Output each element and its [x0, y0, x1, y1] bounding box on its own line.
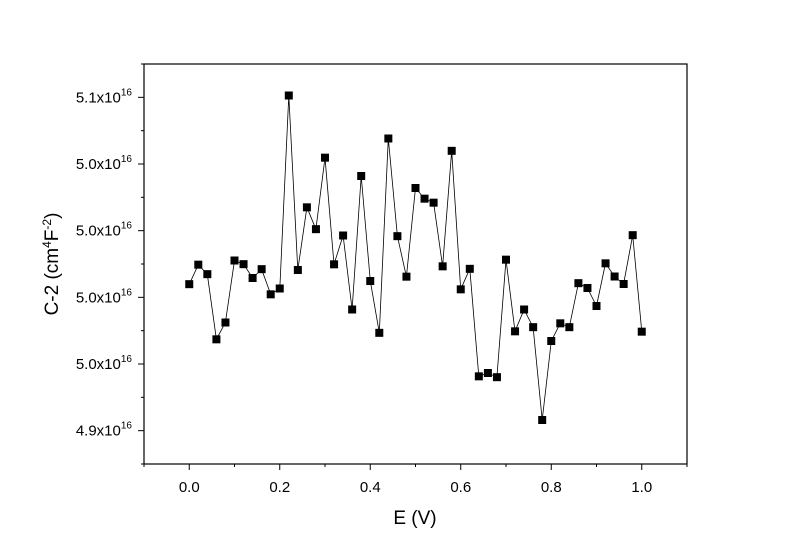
data-point: [221, 318, 230, 327]
x-tick-label: 0.2: [269, 479, 290, 496]
data-point: [538, 416, 547, 424]
data-point: [547, 337, 556, 345]
data-point: [311, 225, 320, 234]
y-tick-label: 5.0x1016: [76, 154, 133, 173]
data-point: [474, 372, 483, 381]
y-tick-label: 5.1x1016: [76, 87, 133, 106]
data-point: [212, 335, 221, 344]
data-point: [293, 266, 302, 274]
data-point: [438, 262, 447, 271]
x-axis-ticks: [143, 464, 688, 470]
x-tick-label: 1.0: [631, 479, 652, 496]
data-point: [447, 146, 456, 155]
data-point: [492, 373, 501, 382]
data-point: [330, 260, 339, 269]
data-point: [402, 272, 411, 281]
y-axis-label-end: ): [42, 213, 63, 219]
data-point: [348, 305, 357, 314]
data-point: [230, 256, 239, 265]
data-point: [321, 153, 329, 162]
x-axis-tick-labels: 0.0 0.2 0.4 0.6 0.8 1.0: [179, 479, 652, 496]
data-point: [194, 260, 203, 269]
x-tick-label: 0.0: [179, 479, 200, 496]
data-point: [411, 184, 420, 192]
data-point: [339, 231, 348, 240]
data-point: [610, 272, 619, 281]
y-tick-label: 5.0x1016: [76, 221, 133, 240]
x-tick-label: 0.4: [360, 479, 381, 496]
y-axis-label-sup2: -2: [40, 219, 54, 230]
data-point: [420, 194, 429, 203]
data-point: [384, 134, 393, 143]
data-point: [483, 369, 492, 377]
data-point: [574, 279, 583, 288]
data-point: [456, 285, 465, 294]
data-point: [203, 270, 212, 279]
data-point: [357, 172, 366, 180]
data-markers: [185, 91, 646, 424]
data-point: [375, 328, 384, 337]
data-point: [628, 231, 637, 240]
data-point: [366, 277, 375, 285]
y-axis-label-mid: F: [42, 230, 63, 242]
x-tick-label: 0.6: [450, 479, 471, 496]
y-tick-label: 4.9x1016: [76, 421, 133, 440]
data-point: [248, 274, 257, 282]
y-tick-label: 5.0x1016: [76, 354, 133, 373]
data-point: [502, 255, 510, 264]
data-point: [565, 323, 574, 332]
data-point: [592, 302, 601, 310]
data-point: [185, 280, 194, 289]
data-point: [429, 198, 438, 207]
x-tick-label: 0.8: [541, 479, 562, 496]
data-point: [257, 265, 266, 274]
series-line: [188, 95, 643, 421]
data-point: [619, 280, 628, 288]
data-point: [637, 327, 646, 336]
data-point: [529, 323, 538, 332]
data-point: [275, 284, 284, 293]
y-tick-label: 5.0x1016: [76, 287, 133, 306]
data-point: [266, 290, 275, 299]
data-point: [302, 203, 311, 212]
y-axis-tick-labels: 4.9x1016 5.0x1016 5.0x1016 5.0x1016 5.0x1016…: [76, 87, 133, 439]
data-point: [556, 319, 565, 328]
data-point: [511, 327, 520, 336]
data-point: [393, 232, 402, 241]
data-point: [239, 260, 248, 269]
x-axis-label: E (V): [393, 508, 436, 529]
y-axis-label: C-2 (cm4F-2): [40, 213, 63, 316]
y-axis-label-sup1: 4: [40, 241, 54, 248]
data-point: [601, 259, 610, 268]
data-point: [284, 91, 293, 100]
data-point: [465, 264, 474, 273]
data-point: [520, 305, 529, 314]
data-point: [583, 284, 592, 292]
y-axis-ticks: [138, 63, 144, 465]
